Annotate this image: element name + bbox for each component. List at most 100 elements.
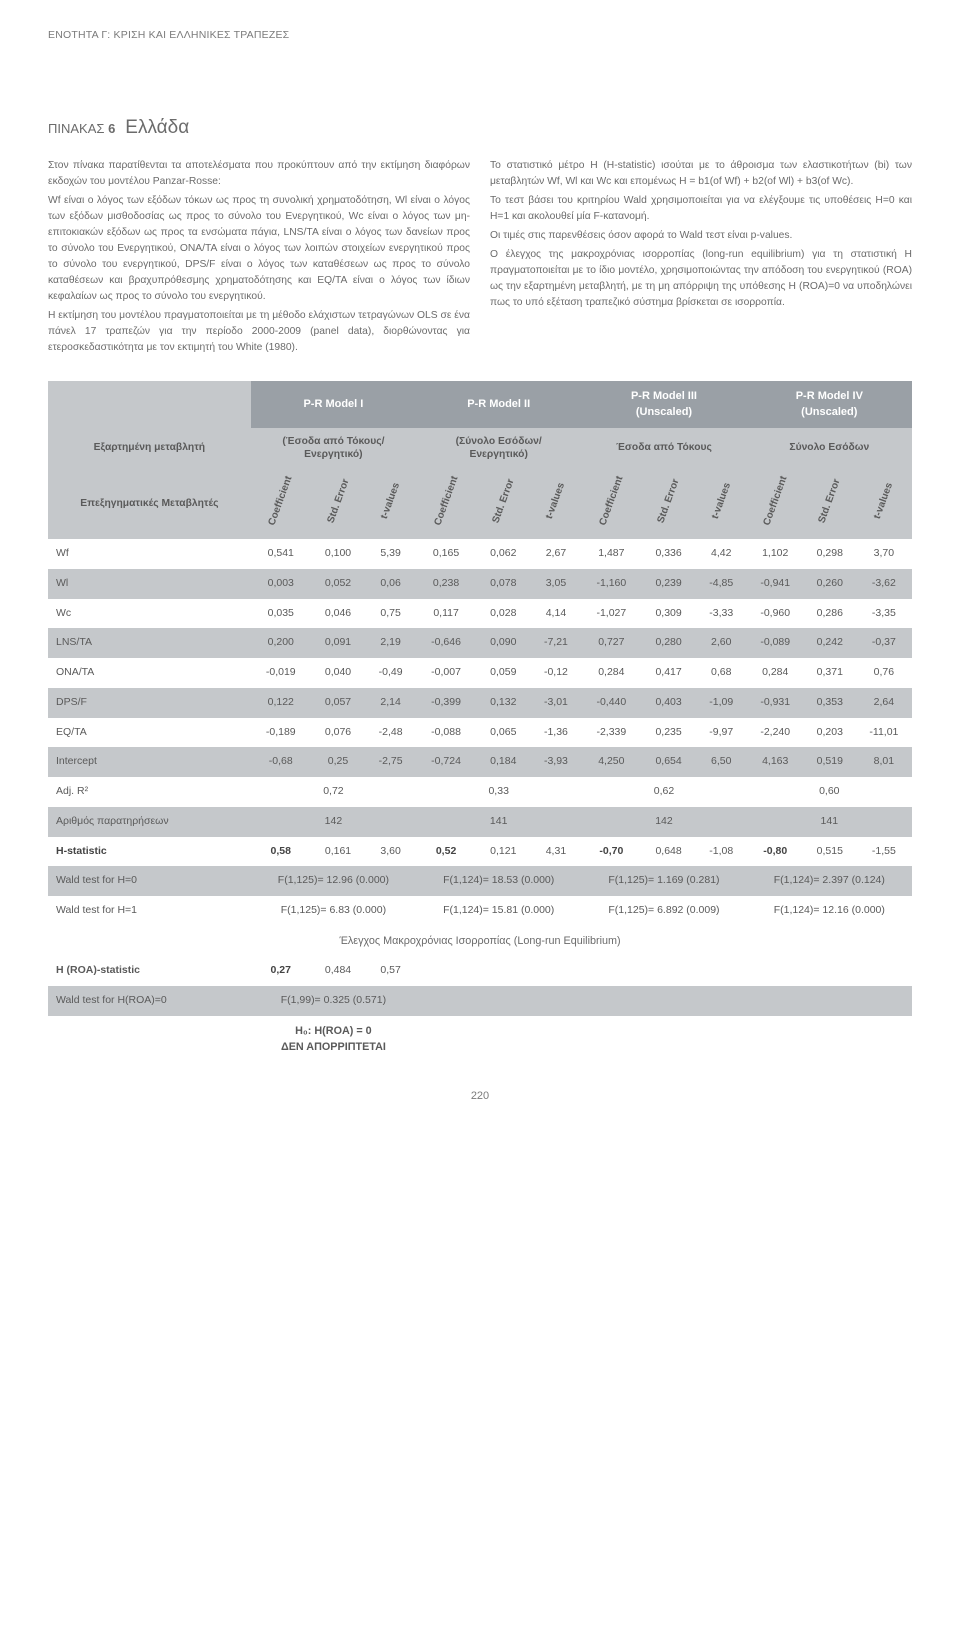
cell: 0,046 <box>311 599 365 629</box>
h-roa-row: H (ROA)-statistic 0,27 0,484 0,57 <box>48 956 912 986</box>
long-run-title-row: Έλεγχος Μακροχρόνιας Ισορροπίας (Long-ru… <box>48 926 912 956</box>
cell: F(1,124)= 18.53 (0.000) <box>416 866 581 896</box>
intro-left: Στον πίνακα παρατίθενται τα αποτελέσματα… <box>48 158 470 358</box>
cell: 0,260 <box>804 569 856 599</box>
cell: -9,97 <box>696 718 747 748</box>
cell: 0,238 <box>416 569 476 599</box>
dep-label: Εξαρτημένη μεταβλητή <box>48 428 251 469</box>
table-row: LNS/TA0,2000,0912,19-0,6460,090-7,210,72… <box>48 628 912 658</box>
cell: 0,239 <box>641 569 695 599</box>
cell: -0,399 <box>416 688 476 718</box>
cell: 0,417 <box>641 658 695 688</box>
cell: 0,484 <box>311 956 365 986</box>
table-row: ONA/TA-0,0190,040-0,49-0,0070,059-0,120,… <box>48 658 912 688</box>
cell: -3,35 <box>856 599 912 629</box>
cell: -0,960 <box>747 599 804 629</box>
intro-right: Το στατιστικό μέτρο H (H-statistic) ισού… <box>490 158 912 358</box>
cell: 0,336 <box>641 539 695 569</box>
intro-para: Οι τιμές στις παρενθέσεις όσον αφορά το … <box>490 228 912 244</box>
model-col: P-R Model III (Unscaled) <box>581 381 746 428</box>
cell: 0,040 <box>311 658 365 688</box>
cell: 0,090 <box>476 628 530 658</box>
cell: 0,27 <box>251 956 311 986</box>
dep-col: Έσοδα από Τόκους <box>581 428 746 469</box>
blank-cell <box>416 1016 912 1062</box>
cell: 0,284 <box>747 658 804 688</box>
cell: 0,515 <box>804 837 856 867</box>
cell: -0,12 <box>531 658 582 688</box>
cell: 0,62 <box>581 777 746 807</box>
subcol: t-values <box>531 468 582 539</box>
intro-para: Wf είναι ο λόγος των εξόδων τόκων ως προ… <box>48 193 470 305</box>
adj-r2-row: Adj. R² 0,72 0,33 0,62 0,60 <box>48 777 912 807</box>
cell: -1,36 <box>531 718 582 748</box>
model-col: P-R Model I <box>251 381 416 428</box>
cell: F(1,125)= 12.96 (0.000) <box>251 866 416 896</box>
cell: 0,161 <box>311 837 365 867</box>
cell: F(1,125)= 1.169 (0.281) <box>581 866 746 896</box>
cell: 3,60 <box>365 837 416 867</box>
cell: 5,39 <box>365 539 416 569</box>
table-row: Wf0,5410,1005,390,1650,0622,671,4870,336… <box>48 539 912 569</box>
blank-cell <box>416 986 912 1016</box>
cell: 2,14 <box>365 688 416 718</box>
cell: 0,25 <box>311 747 365 777</box>
cell: -0,68 <box>251 747 311 777</box>
cell: F(1,124)= 2.397 (0.124) <box>747 866 912 896</box>
cell: 4,250 <box>581 747 641 777</box>
expl-label: Επεξηγηματικές Μεταβλητές <box>48 468 251 539</box>
blank-cell <box>48 1016 251 1062</box>
table-row: DPS/F0,1220,0572,14-0,3990,132-3,01-0,44… <box>48 688 912 718</box>
row-label: EQ/TA <box>48 718 251 748</box>
dep-col: (Έσοδα από Τόκους/ Ενεργητικό) <box>251 428 416 469</box>
model-col: P-R Model IV (Unscaled) <box>747 381 912 428</box>
cell: -0,089 <box>747 628 804 658</box>
cell: 0,028 <box>476 599 530 629</box>
wald-hroa-row: Wald test for H(ROA)=0 F(1,99)= 0.325 (0… <box>48 986 912 1016</box>
cell: 0,132 <box>476 688 530 718</box>
subcol: Std. Error <box>311 468 365 539</box>
subcol: t-values <box>856 468 912 539</box>
cell: 0,203 <box>804 718 856 748</box>
table-row: EQ/TA-0,1890,076-2,48-0,0880,065-1,36-2,… <box>48 718 912 748</box>
cell: 0,065 <box>476 718 530 748</box>
cell: F(1,124)= 12.16 (0.000) <box>747 896 912 926</box>
blank-cell <box>416 956 912 986</box>
cell: 0,057 <box>311 688 365 718</box>
cell: 4,31 <box>531 837 582 867</box>
cell: 0,727 <box>581 628 641 658</box>
row-label: Intercept <box>48 747 251 777</box>
long-run-title: Έλεγχος Μακροχρόνιας Ισορροπίας (Long-ru… <box>48 926 912 956</box>
cell: 0,58 <box>251 837 311 867</box>
row-label: Wald test for H=0 <box>48 866 251 896</box>
row-label: LNS/TA <box>48 628 251 658</box>
cell: 0,519 <box>804 747 856 777</box>
table-row: Intercept-0,680,25-2,75-0,7240,184-3,934… <box>48 747 912 777</box>
cell: 0,100 <box>311 539 365 569</box>
dep-col: Σύνολο Εσόδων <box>747 428 912 469</box>
cell: 0,184 <box>476 747 530 777</box>
cell: -0,70 <box>581 837 641 867</box>
cell: -0,019 <box>251 658 311 688</box>
cell: -2,48 <box>365 718 416 748</box>
table-caption: ΠΙΝΑΚΑΣ 6 Ελλάδα <box>48 114 912 143</box>
wald-h0-row: Wald test for H=0 F(1,125)= 12.96 (0.000… <box>48 866 912 896</box>
cell: 0,06 <box>365 569 416 599</box>
subcol: Coefficient <box>747 468 804 539</box>
intro-para: Ο έλεγχος της μακροχρόνιας ισορροπίας (l… <box>490 247 912 311</box>
intro-para: Η εκτίμηση του μοντέλου πραγματοποιείται… <box>48 308 470 356</box>
cell: 0,286 <box>804 599 856 629</box>
subcol: Coefficient <box>416 468 476 539</box>
nobs-row: Αριθμός παρατηρήσεων 142 141 142 141 <box>48 807 912 837</box>
cell: 0,117 <box>416 599 476 629</box>
cell: -0,49 <box>365 658 416 688</box>
subcol: t-values <box>696 468 747 539</box>
cell: 0,403 <box>641 688 695 718</box>
cell: 0,68 <box>696 658 747 688</box>
cell: 0,284 <box>581 658 641 688</box>
cell: 8,01 <box>856 747 912 777</box>
cell: 2,67 <box>531 539 582 569</box>
cell: -0,37 <box>856 628 912 658</box>
cell: -11,01 <box>856 718 912 748</box>
subcol: Coefficient <box>251 468 311 539</box>
